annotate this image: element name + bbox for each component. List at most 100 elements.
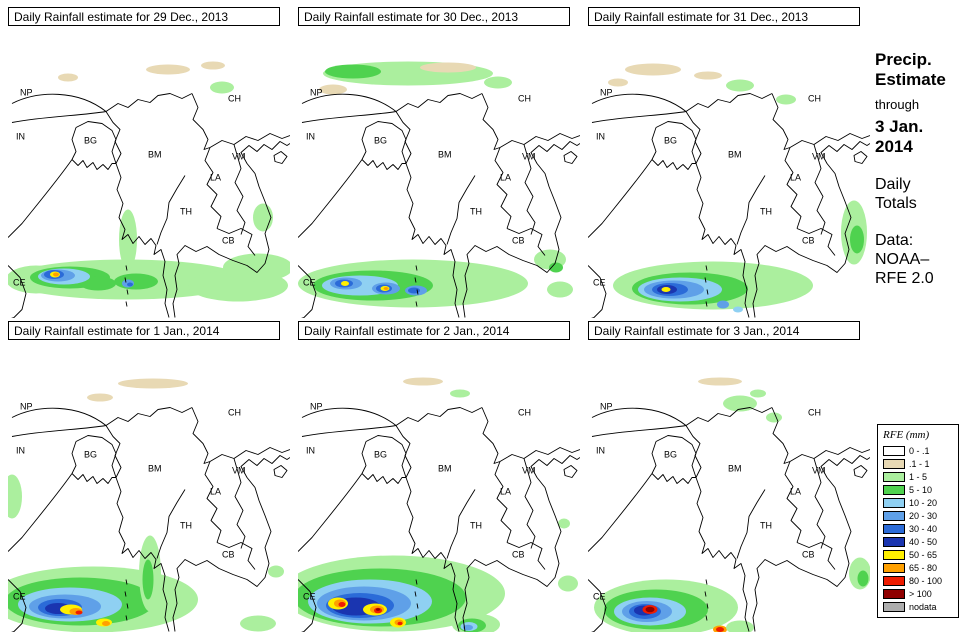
coastline-border — [784, 147, 802, 229]
country-label: CH — [228, 408, 241, 418]
info-panel: Precip. Estimate through 3 Jan. 2014 Dai… — [875, 50, 965, 288]
coastline-border — [446, 175, 476, 245]
country-label: BG — [374, 136, 387, 146]
coastline-border — [695, 163, 750, 318]
country-label: LA — [790, 487, 801, 497]
coastline-border — [499, 447, 580, 462]
coastline-border — [105, 111, 122, 164]
country-label: TH — [180, 521, 192, 531]
precip-blob — [733, 306, 743, 313]
coastline-border — [591, 407, 687, 426]
map-panel: Daily Rainfall estimate for 3 Jan., 2014… — [588, 321, 870, 633]
coastline-border — [655, 435, 697, 478]
precip-blob — [240, 615, 276, 632]
legend-label: > 100 — [909, 588, 932, 599]
coastline-border — [191, 93, 211, 150]
coastline-border — [416, 289, 419, 295]
precip-blob — [80, 276, 116, 291]
country-label: TH — [180, 207, 192, 217]
country-label: CH — [228, 94, 241, 104]
precip-blob — [850, 225, 864, 254]
coastline-border — [191, 407, 211, 464]
country-label: VM — [522, 152, 536, 162]
coastline-border — [704, 591, 707, 597]
coastline-border — [651, 473, 696, 484]
coastline-border — [124, 277, 127, 283]
precip-blob — [463, 624, 473, 631]
coastline-border — [126, 603, 129, 609]
legend-label: 80 - 100 — [909, 575, 943, 586]
coastline-border — [704, 277, 707, 283]
legend-swatch — [883, 445, 905, 456]
coastline-border — [273, 465, 288, 478]
panel-title: Daily Rainfall estimate for 30 Dec., 201… — [298, 7, 570, 26]
coastline-border — [415, 265, 418, 271]
country-label: BM — [728, 464, 742, 474]
country-label: VM — [232, 152, 246, 162]
country-label: BG — [374, 450, 387, 460]
legend-swatch — [883, 601, 905, 612]
country-label: LA — [500, 173, 511, 183]
coastline-border — [853, 465, 868, 478]
precip-blob — [146, 64, 190, 75]
precip-blob — [210, 81, 234, 94]
country-label: CB — [222, 550, 235, 560]
coastline-border — [209, 447, 290, 462]
coastline-border — [71, 159, 116, 170]
legend-row: nodata — [883, 600, 955, 613]
coastline-border — [462, 141, 580, 318]
country-label: LA — [210, 487, 221, 497]
country-label: BG — [84, 450, 97, 460]
coastline-border — [105, 407, 193, 426]
coastline-border — [771, 407, 791, 464]
country-label: IN — [596, 446, 605, 456]
precip-blob — [253, 203, 273, 232]
precip-blob — [268, 565, 284, 578]
precip-blob — [717, 300, 729, 309]
coastline-border — [685, 93, 773, 112]
panel-title: Daily Rainfall estimate for 31 Dec., 201… — [588, 7, 860, 26]
precip-blob — [484, 76, 512, 89]
legend-swatch — [883, 497, 905, 508]
coastline-border — [685, 111, 702, 164]
coastline-border — [301, 425, 397, 437]
info-daily: Daily — [875, 176, 911, 193]
legend-row: 20 - 30 — [883, 509, 955, 522]
legend-label: 50 - 65 — [909, 549, 938, 560]
coastline-border — [11, 425, 107, 437]
precip-blob — [726, 79, 754, 92]
legend-label: 5 - 10 — [909, 484, 933, 495]
legend-swatch — [883, 549, 905, 560]
precip-blob — [325, 64, 381, 79]
rainfall-map: NP IN BG CH BM VM LA TH CB CE — [298, 61, 580, 318]
legend-label: 0 - .1 — [909, 445, 930, 456]
precip-blob — [420, 62, 476, 73]
coastline-border — [705, 265, 708, 271]
country-label: CB — [222, 236, 235, 246]
precip-blob — [450, 389, 470, 398]
spacer — [875, 213, 965, 231]
country-label: VM — [812, 466, 826, 476]
coastline-border — [75, 121, 117, 164]
info-totals: Totals — [875, 195, 917, 212]
map-panel: Daily Rainfall estimate for 1 Jan., 2014… — [8, 321, 290, 633]
country-label: CE — [303, 278, 316, 288]
precip-blob — [338, 602, 346, 607]
legend-row: 5 - 10 — [883, 483, 955, 496]
legend-row: 65 - 80 — [883, 561, 955, 574]
coastline-border — [395, 93, 483, 112]
precip-blob — [661, 287, 671, 292]
legend-label: 20 - 30 — [909, 510, 938, 521]
coastline-border — [563, 151, 578, 164]
country-label: BM — [148, 150, 162, 160]
coastline-border — [523, 458, 536, 549]
coastline-border — [695, 477, 750, 632]
precip-blob — [201, 61, 225, 70]
coastline-border — [591, 425, 687, 437]
coastline-border — [685, 407, 773, 426]
precip-blob — [114, 273, 158, 290]
country-label: TH — [760, 521, 772, 531]
legend-row: 0 - .1 — [883, 444, 955, 457]
legend-row: 10 - 20 — [883, 496, 955, 509]
coastline-border — [8, 159, 73, 238]
